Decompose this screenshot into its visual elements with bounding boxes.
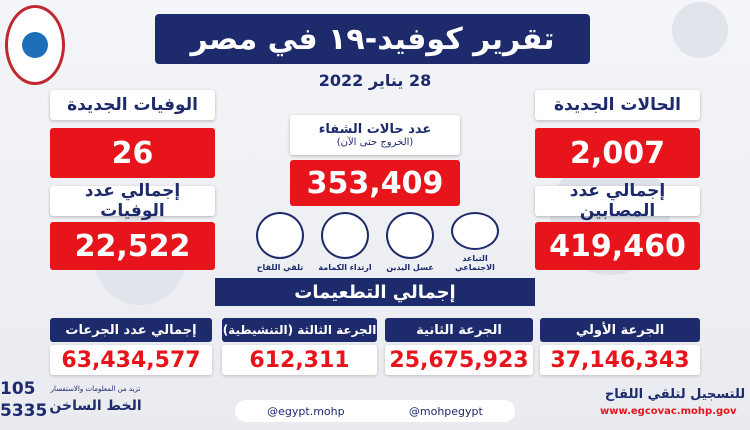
label: الوفيات الجديدة bbox=[50, 90, 215, 120]
precaution: تلقي اللقاح bbox=[250, 212, 310, 272]
hotline: 105 bbox=[0, 379, 36, 399]
precaution: غسل اليدين bbox=[380, 212, 440, 272]
logo-icon bbox=[22, 32, 48, 58]
recoveries-label: عدد حالات الشفاء (الخروج حتى الآن) bbox=[290, 115, 460, 155]
icon bbox=[386, 212, 434, 259]
date: 28 يناير 2022 bbox=[318, 70, 432, 90]
social: @mohpegypt bbox=[408, 404, 483, 418]
dose-value: 63,434,577 bbox=[50, 345, 212, 375]
hotline: 5335 bbox=[0, 401, 48, 421]
icon bbox=[451, 212, 499, 250]
dose-label: الجرعة الثالثة (التنشيطية) bbox=[222, 318, 377, 342]
precaution: التباعد الاجتماعي bbox=[445, 212, 505, 272]
precaution-label: التباعد الاجتماعي bbox=[455, 254, 495, 272]
url: www.egcovac.mohp.gov bbox=[600, 405, 737, 417]
precaution-label: ارتداء الكمامة bbox=[318, 263, 372, 272]
label: عدد حالات الشفاء bbox=[318, 122, 432, 137]
value: 22,522 bbox=[50, 222, 215, 270]
icon bbox=[256, 212, 304, 259]
hotline-label: الخط الساخن bbox=[49, 398, 142, 414]
social: @egypt.mohp bbox=[267, 404, 345, 418]
value: 26 bbox=[50, 128, 215, 178]
hotline-note: تزيد من المعلومات والاستفسار bbox=[50, 385, 141, 393]
social-bar: @egypt.mohp @mohpegypt bbox=[235, 400, 515, 422]
dose-value: 37,146,343 bbox=[540, 345, 700, 375]
dose-value: 25,675,923 bbox=[385, 345, 533, 375]
vaccinations-title: إجمالي التطعيمات bbox=[215, 278, 535, 306]
dose-value: 612,311 bbox=[222, 345, 377, 375]
value: 419,460 bbox=[535, 222, 700, 270]
label: إجمالي عدد الوفيات bbox=[50, 181, 215, 221]
dose-label: الجرعة الأولي bbox=[540, 318, 700, 342]
label: إجمالي عدد المصابين bbox=[535, 181, 700, 221]
value: 353,409 bbox=[290, 160, 460, 206]
register: للتسجيل لتلقي اللقاح bbox=[604, 386, 746, 402]
precaution: ارتداء الكمامة bbox=[315, 212, 375, 272]
dose-label: الجرعة الثانية bbox=[385, 318, 533, 342]
title: تقرير كوفيد-١٩ في مصر bbox=[155, 14, 590, 64]
label: الحالات الجديدة bbox=[535, 90, 700, 120]
dose-label: إجمالي عدد الجرعات bbox=[50, 318, 212, 342]
value: 2,007 bbox=[535, 128, 700, 178]
icon bbox=[321, 212, 369, 259]
precaution-label: غسل اليدين bbox=[386, 263, 434, 272]
sublabel: (الخروج حتى الآن) bbox=[336, 137, 414, 148]
precaution-label: تلقي اللقاح bbox=[256, 263, 304, 272]
ministry-logo bbox=[5, 5, 65, 85]
